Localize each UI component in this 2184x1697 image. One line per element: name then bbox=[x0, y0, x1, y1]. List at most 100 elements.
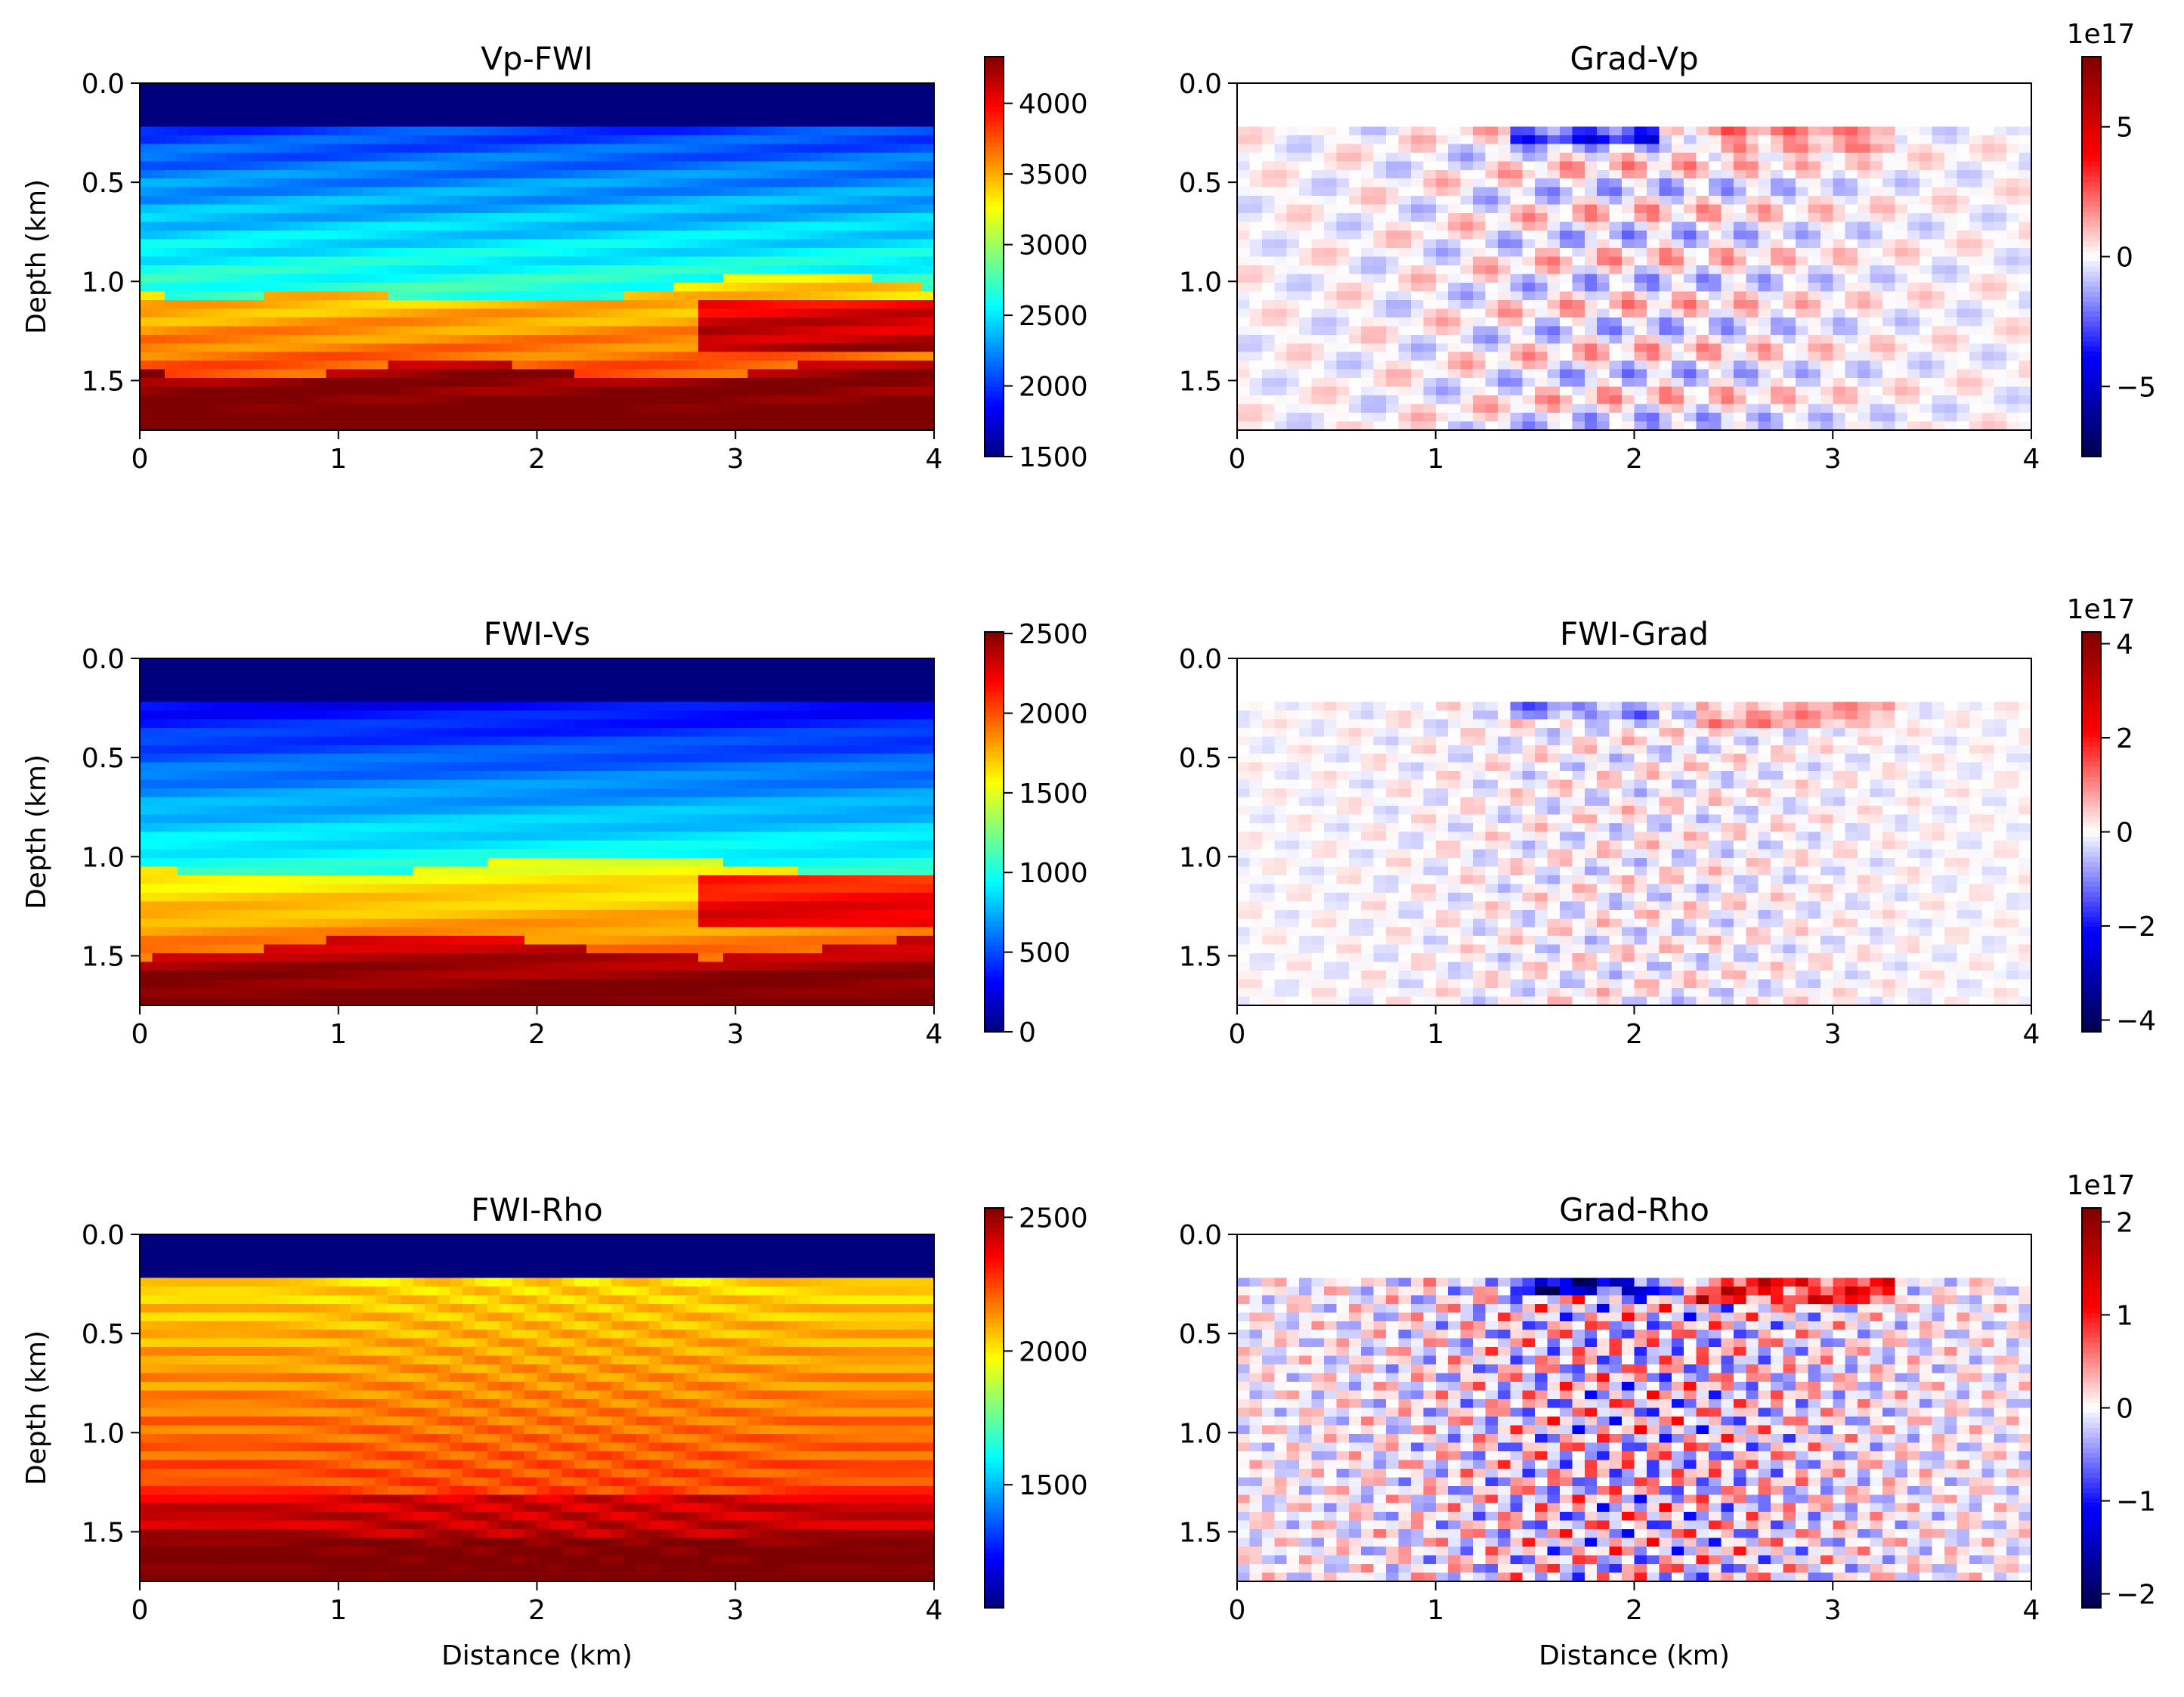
heatmap-cell bbox=[177, 178, 190, 188]
heatmap-cell bbox=[673, 169, 687, 179]
heatmap-cell bbox=[1659, 187, 1672, 197]
heatmap-cell bbox=[363, 161, 376, 171]
heatmap-cell bbox=[512, 395, 525, 405]
heatmap-cell bbox=[1299, 109, 1313, 119]
heatmap-cell bbox=[1361, 308, 1375, 318]
heatmap-cell bbox=[884, 239, 898, 249]
heatmap-cell bbox=[884, 144, 898, 153]
heatmap-cell bbox=[921, 421, 935, 431]
heatmap-cell bbox=[599, 178, 612, 188]
heatmap-cell bbox=[1820, 109, 1833, 119]
heatmap-cell bbox=[722, 274, 736, 283]
heatmap-cell bbox=[586, 369, 600, 379]
heatmap-cell bbox=[500, 126, 513, 136]
heatmap-cell bbox=[438, 378, 451, 388]
heatmap-cell bbox=[1994, 231, 2007, 240]
heatmap-cell bbox=[1845, 187, 1858, 197]
heatmap-cell bbox=[722, 161, 736, 171]
heatmap-cell bbox=[685, 161, 699, 171]
heatmap-cell bbox=[648, 421, 662, 431]
heatmap-cell bbox=[1721, 334, 1734, 344]
heatmap-cell bbox=[760, 213, 774, 223]
heatmap-cell bbox=[648, 395, 662, 405]
heatmap-cell bbox=[909, 326, 923, 336]
heatmap-cell bbox=[1274, 126, 1288, 136]
heatmap-cell bbox=[475, 369, 488, 379]
heatmap-cell bbox=[388, 274, 401, 283]
heatmap-cell bbox=[1870, 144, 1883, 153]
heatmap-cell bbox=[363, 83, 376, 93]
heatmap-cell bbox=[1323, 265, 1337, 275]
heatmap-cell bbox=[1361, 169, 1375, 179]
heatmap-cell bbox=[1870, 187, 1883, 197]
heatmap-cell bbox=[1249, 395, 1263, 405]
heatmap-cell bbox=[1249, 100, 1263, 110]
heatmap-cell bbox=[524, 161, 538, 171]
colorbar-segment bbox=[985, 306, 1004, 312]
heatmap-cell bbox=[512, 83, 525, 93]
heatmap-cell bbox=[1684, 204, 1697, 214]
heatmap-cell bbox=[599, 299, 612, 309]
colorbar-segment bbox=[985, 431, 1004, 438]
heatmap-cell bbox=[413, 343, 426, 353]
heatmap-cell bbox=[239, 282, 252, 292]
heatmap-cell bbox=[226, 299, 240, 309]
heatmap-cell bbox=[636, 317, 649, 327]
heatmap-cell bbox=[884, 248, 898, 258]
heatmap-cell bbox=[822, 126, 836, 136]
heatmap-cell bbox=[1261, 291, 1275, 301]
heatmap-cell bbox=[1361, 386, 1375, 396]
heatmap-cell bbox=[735, 274, 749, 283]
heatmap-cell bbox=[226, 369, 240, 379]
heatmap-cell bbox=[438, 299, 451, 309]
heatmap-cell bbox=[1758, 83, 1771, 93]
heatmap-cell bbox=[301, 204, 314, 214]
heatmap-cell bbox=[1535, 152, 1548, 162]
heatmap-cell bbox=[834, 126, 848, 136]
heatmap-cell bbox=[1795, 117, 1808, 127]
heatmap-cell bbox=[251, 274, 264, 283]
heatmap-cell bbox=[425, 248, 438, 258]
heatmap-cell bbox=[1348, 239, 1362, 249]
heatmap-cell bbox=[425, 152, 438, 162]
heatmap-cell bbox=[1845, 274, 1858, 283]
heatmap-cell bbox=[1423, 248, 1437, 258]
heatmap-cell bbox=[289, 91, 302, 101]
heatmap-cell bbox=[834, 351, 848, 361]
heatmap-cell bbox=[896, 326, 910, 336]
heatmap-cell bbox=[1584, 361, 1598, 370]
heatmap-cell bbox=[1969, 117, 1982, 127]
heatmap-cell bbox=[1261, 369, 1275, 379]
heatmap-cell bbox=[921, 135, 935, 144]
heatmap-cell bbox=[189, 117, 203, 127]
heatmap-cell bbox=[1597, 196, 1610, 206]
heatmap-cell bbox=[636, 83, 649, 93]
heatmap-cell bbox=[1659, 274, 1672, 283]
heatmap-cell bbox=[772, 178, 786, 188]
heatmap-cell bbox=[884, 126, 898, 136]
heatmap-cell bbox=[599, 326, 612, 336]
heatmap-cell bbox=[1771, 256, 1784, 266]
heatmap-cell bbox=[475, 421, 488, 431]
heatmap-cell bbox=[1696, 204, 1709, 214]
heatmap-cell bbox=[1771, 196, 1784, 206]
heatmap-cell bbox=[710, 404, 724, 413]
heatmap-cell bbox=[871, 282, 885, 292]
heatmap-cell bbox=[1870, 196, 1883, 206]
heatmap-cell bbox=[264, 196, 277, 206]
heatmap-cell bbox=[313, 169, 326, 179]
heatmap-cell bbox=[1410, 265, 1424, 275]
heatmap-cell bbox=[1870, 282, 1883, 292]
heatmap-cell bbox=[1423, 221, 1437, 231]
heatmap-cell bbox=[388, 248, 401, 258]
heatmap-cell bbox=[438, 83, 451, 93]
heatmap-cell bbox=[413, 231, 426, 240]
heatmap-cell bbox=[822, 161, 836, 171]
heatmap-cell bbox=[400, 109, 413, 119]
heatmap-cell bbox=[1261, 343, 1275, 353]
heatmap-cell bbox=[735, 299, 749, 309]
heatmap-cell bbox=[1858, 231, 1871, 240]
heatmap-cell bbox=[1709, 91, 1722, 101]
heatmap-cell bbox=[834, 361, 848, 370]
heatmap-cell bbox=[834, 308, 848, 318]
